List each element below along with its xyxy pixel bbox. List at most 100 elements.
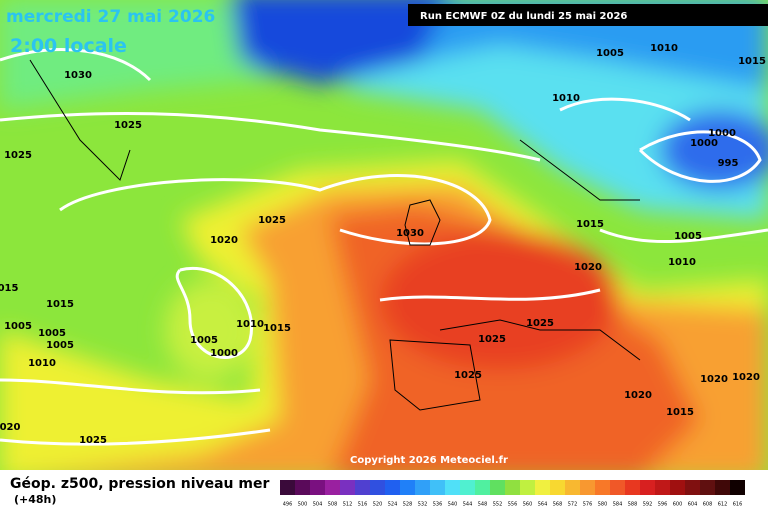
isobar-label: 1025 [4, 150, 32, 161]
colorbar-label: 592 [643, 502, 653, 508]
isobar-label: 1015 [576, 219, 604, 230]
colorbar-swatch [460, 480, 475, 495]
colorbar-label: 532 [418, 502, 428, 508]
isobar-label: 1010 [236, 319, 264, 330]
isobar-label: 1005 [674, 231, 702, 242]
isobar-label: 1005 [46, 340, 74, 351]
map-time: 2:00 locale [10, 35, 127, 57]
footer-title: Géop. z500, pression niveau mer [10, 476, 269, 492]
colorbar-swatch [715, 480, 730, 495]
colorbar-label: 584 [613, 502, 623, 508]
colorbar-label: 604 [688, 502, 698, 508]
isobar-label: 1005 [4, 321, 32, 332]
colorbar-swatch [400, 480, 415, 495]
isobar-label: 1000 [708, 128, 736, 139]
colorbar-swatch [730, 480, 745, 495]
isobar-label: 1020 [732, 372, 760, 383]
colorbar-label: 536 [433, 502, 443, 508]
isobars [0, 48, 768, 446]
isobar-label: 1015 [738, 56, 766, 67]
colorbar-swatch [550, 480, 565, 495]
colorbar-swatch [475, 480, 490, 495]
copyright: Copyright 2026 Meteociel.fr [350, 455, 508, 466]
run-banner [408, 4, 768, 26]
isobar-label: 1025 [114, 120, 142, 131]
colorbar-swatch [565, 480, 580, 495]
colorbar-swatch [490, 480, 505, 495]
colorbar-swatch [625, 480, 640, 495]
isobar-label: 1010 [668, 257, 696, 268]
coastlines [29, 59, 641, 411]
isobar-label: 1020 [624, 390, 652, 401]
isobar-label: 1025 [526, 318, 554, 329]
colorbar-label: 568 [553, 502, 563, 508]
isobar-label: 1030 [64, 70, 92, 81]
colorbar-swatch [610, 480, 625, 495]
isobar-label: 1020 [574, 262, 602, 273]
isobar-label: 1015 [46, 299, 74, 310]
colorbar-swatch [280, 480, 295, 495]
colorbar-label: 552 [493, 502, 503, 508]
colorbar-label: 564 [538, 502, 548, 508]
colorbar-swatch [505, 480, 520, 495]
isobar-label: 1015 [263, 323, 291, 334]
colorbar-swatch [310, 480, 325, 495]
colorbar-swatch [340, 480, 355, 495]
colorbar-label: 572 [568, 502, 578, 508]
isobar-label: 1010 [28, 358, 56, 369]
isobar-label: 1025 [79, 435, 107, 446]
colorbar-swatch [520, 480, 535, 495]
colorbar-label: 516 [358, 502, 368, 508]
isobar-label: 995 [718, 158, 739, 169]
colorbar-label: 616 [733, 502, 743, 508]
colorbar-swatch [580, 480, 595, 495]
colorbar-swatch [595, 480, 610, 495]
isobar-label: 1025 [454, 370, 482, 381]
colorbar-label: 576 [583, 502, 593, 508]
colorbar-label: 528 [403, 502, 413, 508]
isobar-label: 1010 [552, 93, 580, 104]
colorbar-label: 544 [463, 502, 473, 508]
isobar-label: 1025 [478, 334, 506, 345]
map-date: mercredi 27 mai 2026 [6, 7, 215, 27]
isobar-label: 1030 [396, 228, 424, 239]
colorbar-label: 548 [478, 502, 488, 508]
isobar-label: 1020 [210, 235, 238, 246]
colorbar-label: 540 [448, 502, 458, 508]
colorbar-label: 600 [673, 502, 683, 508]
colorbar-label: 556 [508, 502, 518, 508]
run-info: Run ECMWF 0Z du lundi 25 mai 2026 [420, 11, 627, 22]
colorbar-swatch [685, 480, 700, 495]
isobar-label: 1010 [650, 43, 678, 54]
colorbar-label: 520 [373, 502, 383, 508]
colorbar-label: 496 [283, 502, 293, 508]
colorbar-swatch [325, 480, 340, 495]
colorbar-swatch [655, 480, 670, 495]
isobar-label: 1020 [700, 374, 728, 385]
colorbar-label: 596 [658, 502, 668, 508]
colorbar-label: 512 [343, 502, 353, 508]
colorbar-swatch [640, 480, 655, 495]
colorbar-label: 580 [598, 502, 608, 508]
colorbar: 496 500 504 508 512 516 520 524 528 532 536 540 544 5… [280, 480, 745, 508]
footer-lead: (+48h) [14, 493, 56, 506]
colorbar-label: 524 [388, 502, 398, 508]
colorbar-swatch [370, 480, 385, 495]
colorbar-swatch [430, 480, 445, 495]
colorbar-swatch [445, 480, 460, 495]
colorbar-swatch [700, 480, 715, 495]
colorbar-label: 588 [628, 502, 638, 508]
isobar-label: 1000 [210, 348, 238, 359]
colorbar-label: 560 [523, 502, 533, 508]
field: 1030102510251025102010300151015100510051… [0, 0, 768, 470]
isobar-label: 1025 [258, 215, 286, 226]
colorbar-label: 612 [718, 502, 728, 508]
isobar-label: 020 [0, 422, 20, 433]
colorbar-label: 500 [298, 502, 308, 508]
isobar-label: 015 [0, 283, 18, 294]
colorbar-swatch [670, 480, 685, 495]
colorbar-swatch [535, 480, 550, 495]
isobar-label: 1005 [38, 328, 66, 339]
colorbar-swatch [415, 480, 430, 495]
colorbar-label: 504 [313, 502, 323, 508]
